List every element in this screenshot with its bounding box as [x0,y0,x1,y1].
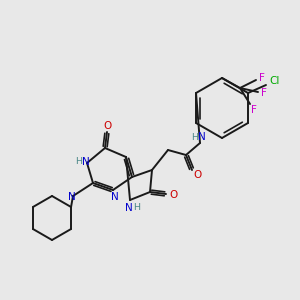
Text: N: N [82,157,90,167]
Text: Cl: Cl [270,76,280,86]
Text: H: H [191,133,199,142]
Text: N: N [111,192,119,202]
Text: F: F [259,73,265,83]
Text: O: O [193,170,201,180]
Text: N: N [125,203,133,213]
Text: F: F [261,88,267,98]
Text: H: H [134,203,140,212]
Text: O: O [104,121,112,131]
Text: F: F [251,105,257,115]
Text: N: N [198,132,206,142]
Text: O: O [169,190,177,200]
Text: H: H [76,158,82,166]
Text: N: N [68,192,76,202]
